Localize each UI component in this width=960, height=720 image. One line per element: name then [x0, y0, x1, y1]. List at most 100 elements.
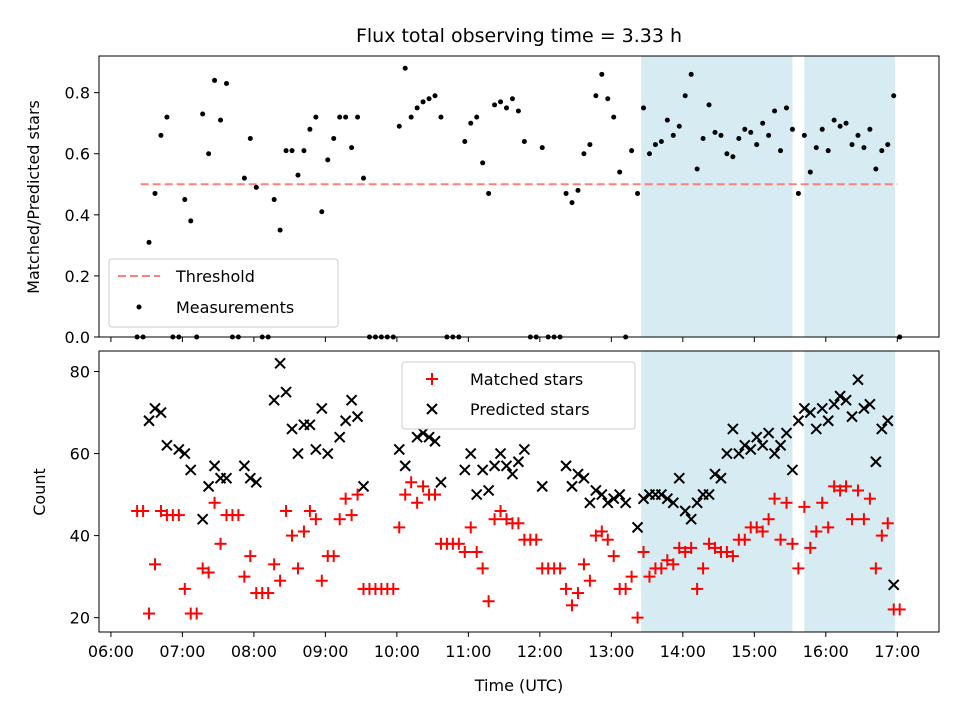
predicted-star-point-93 [828, 398, 840, 411]
bottom-legend-box [401, 361, 636, 430]
measurement-point-97 [712, 129, 718, 135]
bottom-highlight-bands [641, 351, 895, 632]
predicted-star-point-18 [286, 423, 298, 435]
measurement-point-100 [730, 154, 736, 160]
matched-star-point-112 [798, 500, 811, 513]
matched-star-point-24 [274, 574, 287, 587]
measurement-point-23 [271, 197, 277, 203]
predicted-star-point-9 [208, 460, 221, 472]
top-ytick-label-4: 0.8 [65, 84, 90, 103]
predicted-star-point-31 [399, 460, 411, 472]
matched-star-point-54 [452, 537, 465, 550]
bottom-xtick-label-9: 15:00 [731, 642, 777, 661]
matched-star-point-94 [691, 582, 704, 595]
bottom-ytick-label-3: 80 [70, 363, 90, 382]
predicted-star-point-78 [739, 439, 751, 452]
measurement-point-15 [223, 80, 229, 86]
matched-legend-label: Matched stars [470, 370, 583, 389]
measurement-point-29 [307, 126, 313, 132]
bottom-legend: Matched stars Predicted stars [401, 361, 636, 430]
measurement-point-78 [599, 71, 605, 77]
matched-star-point-60 [488, 513, 501, 526]
top-x-ticks [110, 337, 898, 342]
measurement-point-108 [778, 148, 784, 154]
predicted-star-point-42 [488, 460, 501, 472]
bottom-x-axis-label: Time (UTC) [474, 676, 563, 695]
measurement-point-3 [152, 190, 158, 196]
matched-star-point-121 [851, 484, 864, 497]
predicted-star-point-77 [733, 447, 745, 460]
predicted-star-point-65 [661, 492, 674, 505]
measurement-point-124 [873, 166, 879, 172]
matched-star-point-45 [399, 488, 412, 501]
matched-stars-series [131, 476, 906, 624]
matched-star-point-46 [405, 476, 418, 489]
predicted-star-point-0 [143, 415, 155, 427]
measurement-point-122 [861, 145, 867, 151]
predicted-star-point-40 [476, 464, 489, 476]
predicted-star-point-61 [637, 492, 650, 505]
measurement-point-68 [539, 145, 545, 151]
matched-star-point-78 [595, 525, 608, 538]
predicted-star-point-47 [518, 443, 531, 456]
predicted-star-point-50 [566, 480, 578, 493]
matched-star-point-83 [625, 570, 638, 583]
matched-star-point-47 [411, 496, 424, 509]
predicted-star-point-32 [411, 431, 423, 443]
matched-star-point-95 [697, 562, 710, 575]
predicted-star-point-76 [727, 423, 739, 435]
predicted-star-point-66 [667, 497, 680, 509]
predicted-star-point-103 [888, 579, 900, 591]
measurement-point-72 [563, 190, 569, 196]
measurement-point-91 [676, 123, 682, 129]
predicted-star-point-1 [149, 402, 161, 415]
measurement-point-104 [754, 142, 760, 148]
top-ytick-label-2: 0.4 [65, 206, 90, 225]
measurement-point-102 [742, 126, 748, 132]
matched-star-point-56 [464, 521, 477, 534]
predicted-star-point-29 [357, 480, 370, 493]
measurement-point-77 [593, 93, 599, 99]
bottom-ytick-label-0: 20 [70, 609, 90, 628]
matched-star-point-102 [738, 533, 751, 546]
matched-star-point-119 [840, 480, 853, 493]
predicted-stars-series [143, 357, 900, 591]
measurement-point-48 [420, 99, 426, 105]
measurement-point-87 [652, 142, 658, 148]
bottom-xtick-label-7: 13:00 [588, 642, 634, 661]
top-axes-frame [98, 55, 940, 338]
matched-star-point-86 [643, 570, 656, 583]
measurement-point-98 [718, 132, 724, 138]
top-y-axis-label: Matched/Predicted stars [24, 100, 43, 294]
predicted-star-point-45 [506, 468, 519, 480]
top-ytick-label-3: 0.6 [65, 145, 90, 164]
predicted-star-point-11 [220, 472, 233, 484]
measurement-point-93 [688, 71, 694, 77]
predicted-star-point-22 [310, 443, 322, 456]
bottom-y-ticks: 20 40 60 80 [70, 363, 99, 628]
top-ytick-label-0: 0.0 [65, 328, 90, 347]
predicted-star-point-91 [816, 402, 828, 415]
measurement-point-36 [349, 145, 355, 151]
predicted-star-point-85 [780, 427, 793, 439]
bottom-ytick-label-2: 60 [70, 445, 90, 464]
predicted-star-point-28 [351, 410, 364, 423]
measurement-point-12 [206, 151, 212, 157]
predicted-star-point-4 [173, 443, 185, 456]
predicted-star-point-41 [482, 484, 495, 497]
predicted-star-point-58 [613, 488, 626, 501]
predicted-star-point-97 [852, 374, 864, 386]
predicted-star-point-87 [792, 415, 805, 427]
measurement-point-75 [581, 151, 587, 157]
matched-star-point-74 [571, 587, 584, 600]
measurement-point-59 [486, 190, 492, 196]
measurement-point-119 [843, 120, 849, 126]
matched-star-point-126 [881, 517, 894, 530]
predicted-legend-swatch [426, 403, 438, 415]
measurement-point-73 [569, 200, 575, 206]
matched-star-point-18 [238, 570, 251, 583]
measurement-point-27 [295, 172, 301, 178]
matched-star-point-61 [494, 504, 507, 517]
matched-star-point-71 [554, 562, 567, 575]
